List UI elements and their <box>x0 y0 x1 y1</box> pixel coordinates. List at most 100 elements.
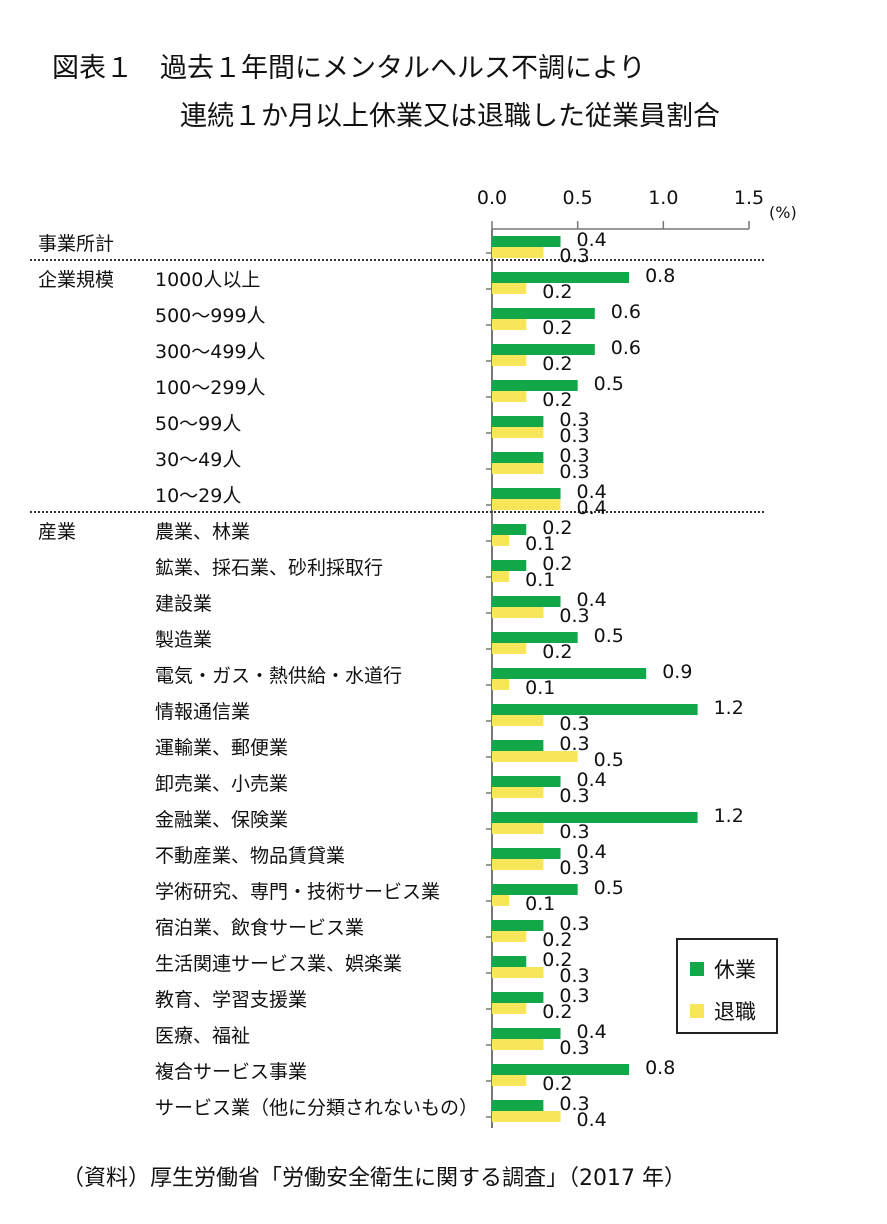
data-label-taishoku: 0.2 <box>542 1001 572 1023</box>
bar-taishoku <box>492 391 527 402</box>
bar-kyugyo <box>492 920 544 931</box>
legend-swatch-kyugyo <box>690 962 704 976</box>
x-tick-label: 1.0 <box>648 187 678 209</box>
category-label: 10～29人 <box>155 485 241 507</box>
data-label-taishoku: 0.3 <box>559 965 589 987</box>
data-label-taishoku: 0.2 <box>542 389 572 411</box>
group-label: 企業規模 <box>38 269 114 291</box>
bar-kyugyo <box>492 272 630 283</box>
data-label-taishoku: 0.3 <box>559 713 589 735</box>
bar-taishoku <box>492 931 527 942</box>
category-label: 100～299人 <box>155 377 266 399</box>
category-label: 運輸業、郵便業 <box>155 737 288 759</box>
category-label: 1000人以上 <box>155 269 260 291</box>
data-label-kyugyo: 0.4 <box>577 1021 607 1043</box>
bar-taishoku <box>492 427 544 438</box>
bar-taishoku <box>492 823 544 834</box>
bar-taishoku <box>492 1003 527 1014</box>
legend-item-kyugyo: 休業 <box>690 954 756 984</box>
bar-kyugyo <box>492 632 578 643</box>
data-label-taishoku: 0.3 <box>559 1037 589 1059</box>
bar-kyugyo <box>492 992 544 1003</box>
data-label-kyugyo: 0.4 <box>577 841 607 863</box>
data-label-taishoku: 0.3 <box>559 857 589 879</box>
data-label-kyugyo: 0.5 <box>594 373 624 395</box>
data-label-taishoku: 0.2 <box>542 929 572 951</box>
legend-swatch-taishoku <box>690 1004 704 1018</box>
data-label-taishoku: 0.1 <box>525 569 555 591</box>
bar-kyugyo <box>492 524 527 535</box>
bar-taishoku <box>492 535 510 546</box>
category-label: 卸売業、小売業 <box>155 773 288 795</box>
data-label-kyugyo: 0.2 <box>542 949 572 971</box>
data-label-taishoku: 0.3 <box>559 245 589 267</box>
data-label-taishoku: 0.2 <box>542 1073 572 1095</box>
category-label: 医療、福祉 <box>155 1025 250 1047</box>
bar-taishoku <box>492 571 510 582</box>
data-label-taishoku: 0.1 <box>525 533 555 555</box>
legend-item-taishoku: 退職 <box>690 996 756 1026</box>
data-label-taishoku: 0.2 <box>542 641 572 663</box>
data-label-kyugyo: 1.2 <box>714 697 744 719</box>
bar-taishoku <box>492 499 561 510</box>
bar-kyugyo <box>492 380 578 391</box>
data-label-kyugyo: 0.3 <box>559 445 589 467</box>
data-label-kyugyo: 0.6 <box>611 337 641 359</box>
category-label: 生活関連サービス業、娯楽業 <box>155 953 402 975</box>
bar-kyugyo <box>492 704 698 715</box>
data-label-kyugyo: 0.2 <box>542 553 572 575</box>
bar-kyugyo <box>492 668 647 679</box>
bar-taishoku <box>492 895 510 906</box>
x-tick-label: 1.5 <box>734 187 764 209</box>
bar-taishoku <box>492 859 544 870</box>
category-label: 教育、学習支援業 <box>155 989 307 1011</box>
bar-kyugyo <box>492 596 561 607</box>
bar-kyugyo <box>492 848 561 859</box>
source-note: （資料）厚生労働省「労働安全衛生に関する調査」（2017 年） <box>62 1166 686 1191</box>
data-label-kyugyo: 0.8 <box>645 1057 675 1079</box>
bar-taishoku <box>492 715 544 726</box>
x-tick-label: 0.0 <box>477 187 507 209</box>
category-label: 学術研究、専門・技術サービス業 <box>155 881 440 903</box>
data-label-taishoku: 0.2 <box>542 281 572 303</box>
data-label-taishoku: 0.5 <box>594 749 624 771</box>
bar-kyugyo <box>492 308 595 319</box>
bar-kyugyo <box>492 776 561 787</box>
data-label-taishoku: 0.1 <box>525 677 555 699</box>
bar-kyugyo <box>492 812 698 823</box>
x-tick-label: 0.5 <box>563 187 593 209</box>
category-label: 500～999人 <box>155 305 266 327</box>
data-label-taishoku: 0.3 <box>559 425 589 447</box>
data-label-kyugyo: 0.3 <box>559 409 589 431</box>
category-label: 建設業 <box>155 593 212 615</box>
bar-taishoku <box>492 1111 561 1122</box>
data-label-kyugyo: 0.8 <box>645 265 675 287</box>
bar-taishoku <box>492 463 544 474</box>
legend-label-kyugyo: 休業 <box>714 958 756 982</box>
bar-kyugyo <box>492 1064 630 1075</box>
data-label-kyugyo: 0.6 <box>611 301 641 323</box>
group-label: 事業所計 <box>38 233 114 255</box>
bar-kyugyo <box>492 488 561 499</box>
bar-taishoku <box>492 751 578 762</box>
chart-title-line1: 図表１ 過去１年間にメンタルヘルス不調により <box>52 53 646 84</box>
unit-label: (%) <box>769 203 797 222</box>
data-label-kyugyo: 0.2 <box>542 517 572 539</box>
category-label: 30～49人 <box>155 449 241 471</box>
data-label-kyugyo: 0.3 <box>559 913 589 935</box>
bar-taishoku <box>492 355 527 366</box>
category-label: 製造業 <box>155 629 212 651</box>
bar-kyugyo <box>492 452 544 463</box>
group-label: 産業 <box>38 521 76 543</box>
category-label: 宿泊業、飲食サービス業 <box>155 917 364 939</box>
category-label: 金融業、保険業 <box>155 809 288 831</box>
data-label-taishoku: 0.3 <box>559 605 589 627</box>
data-label-taishoku: 0.3 <box>559 821 589 843</box>
bar-taishoku <box>492 607 544 618</box>
bar-kyugyo <box>492 956 527 967</box>
bar-taishoku <box>492 1075 527 1086</box>
category-label: 50～99人 <box>155 413 241 435</box>
legend-label-taishoku: 退職 <box>714 1000 756 1024</box>
data-label-kyugyo: 0.3 <box>559 733 589 755</box>
